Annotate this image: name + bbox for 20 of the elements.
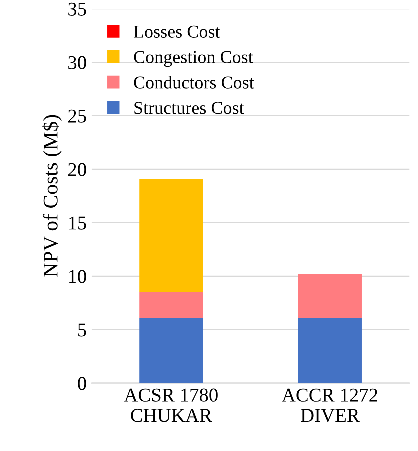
x-tick-label: ACCR 1272 DIVER [282, 388, 378, 422]
bar [140, 292, 204, 318]
bar [298, 318, 362, 384]
y-tick-label: 0 [78, 377, 86, 390]
y-tick-label: 10 [69, 270, 86, 284]
x-tick-label: ACSR 1780 CHUKAR [124, 388, 218, 422]
bar [298, 274, 362, 318]
y-tick-label: 25 [68, 110, 86, 123]
y-tick-label: 15 [69, 216, 86, 230]
y-axis-title: NPV of Costs (M$) [42, 115, 62, 278]
legend-label: Congestion Cost [134, 51, 254, 68]
legend-label: Structures Cost [134, 102, 244, 114]
y-tick-label: 5 [78, 324, 86, 337]
bar [140, 318, 204, 384]
y-tick-label: 35 [68, 2, 86, 16]
y-tick-label: 20 [68, 163, 86, 176]
y-tick-label: 30 [68, 56, 86, 70]
bar [140, 179, 204, 292]
legend-label: Losses Cost [134, 26, 220, 38]
legend-label: Conductors Cost [134, 76, 254, 89]
